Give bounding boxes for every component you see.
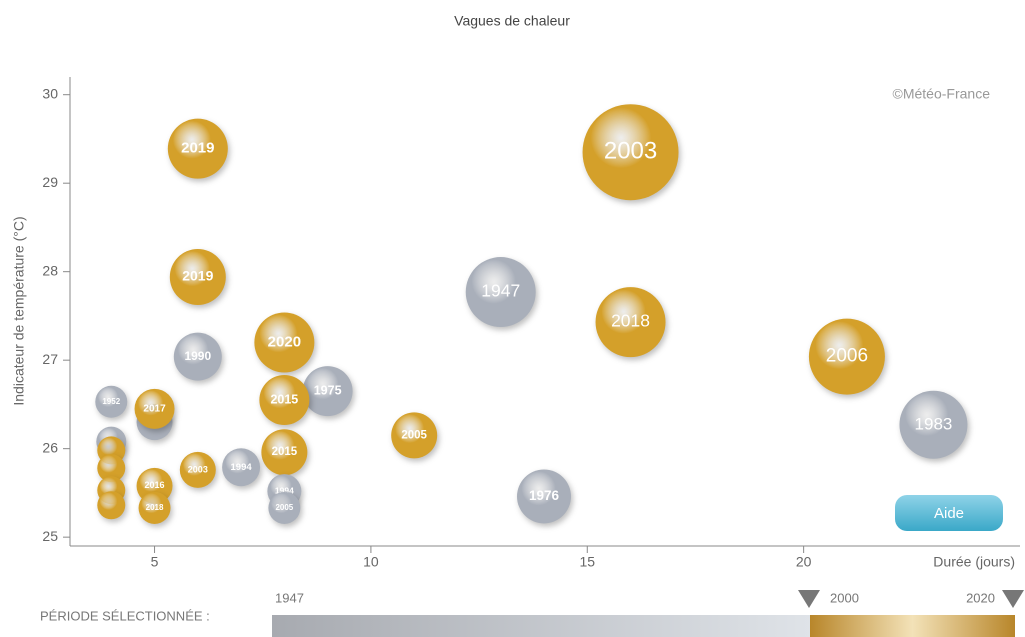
bubble-label: 2003	[604, 138, 657, 165]
y-tick-label: 30	[42, 85, 58, 101]
bubble	[134, 388, 175, 429]
period-split: 2000	[830, 590, 859, 605]
period-handle[interactable]	[1002, 590, 1024, 608]
period-handle[interactable]	[798, 590, 820, 608]
bubble-label: 2005	[275, 503, 293, 512]
bubble	[222, 448, 261, 487]
credit: ©Météo-France	[893, 86, 991, 102]
bubble	[179, 451, 216, 488]
bubble-label: 2020	[268, 333, 301, 350]
bubble-label: 1994	[275, 485, 294, 495]
bubble-label: 1947	[481, 281, 520, 301]
period-start: 1947	[275, 590, 304, 605]
y-tick-label: 25	[42, 528, 58, 544]
bubble	[95, 385, 128, 418]
help-button[interactable]	[895, 495, 1003, 531]
bubble	[169, 248, 226, 305]
bubble-label: 2019	[182, 268, 213, 284]
x-tick-label: 20	[796, 554, 812, 570]
bubble-label: 1975	[314, 383, 342, 397]
bubble	[261, 429, 308, 476]
bubble	[595, 287, 666, 358]
period-label: PÉRIODE SÉLECTIONNÉE :	[40, 608, 210, 623]
y-tick-label: 26	[42, 439, 58, 455]
period-end: 2020	[966, 590, 995, 605]
bubble	[167, 118, 228, 179]
bubble-label: 2017	[143, 403, 166, 414]
bubble	[138, 491, 171, 524]
x-tick-label: 15	[579, 554, 595, 570]
bubble	[302, 366, 353, 417]
bubble-label: 2015	[270, 392, 298, 406]
bubble-label: 2018	[146, 503, 164, 512]
bubble-label: 1983	[915, 414, 953, 433]
bubble-label: 1994	[231, 462, 253, 473]
period-bar-before	[272, 615, 810, 637]
y-tick-label: 27	[42, 351, 58, 367]
bubble-label: 1990	[184, 349, 211, 363]
bubble	[97, 491, 126, 520]
bubble	[582, 104, 679, 201]
bubble-label: 2016	[145, 480, 165, 490]
chart-title: Vagues de chaleur	[454, 13, 570, 29]
x-tick-label: 10	[363, 554, 379, 570]
bubble	[254, 312, 315, 373]
x-axis-label: Durée (jours)	[933, 554, 1015, 570]
bubble	[259, 374, 310, 425]
help-button-label[interactable]: Aide	[934, 505, 964, 522]
y-tick-label: 29	[42, 174, 58, 190]
bubble-label: 2003	[188, 464, 208, 474]
bubble-label: 2019	[181, 140, 214, 157]
bubble	[391, 412, 438, 459]
bubble-label: 2006	[826, 346, 868, 367]
bubble	[808, 318, 885, 395]
period-bar-after	[810, 615, 1015, 637]
bubble	[268, 491, 301, 524]
bubble	[465, 257, 536, 328]
bubble	[517, 469, 571, 524]
bubble-label: 2005	[401, 429, 427, 441]
bubble-label: 1976	[529, 488, 560, 503]
bubble	[899, 390, 968, 459]
bubble	[173, 332, 222, 381]
y-axis-label: Indicateur de température (°C)	[11, 216, 27, 405]
bubble	[97, 454, 126, 483]
bubble-label: 2015	[272, 446, 298, 458]
bubble-label: 1952	[102, 397, 120, 406]
bubble-label: 2018	[611, 311, 650, 331]
x-tick-label: 5	[151, 554, 159, 570]
y-tick-label: 28	[42, 262, 58, 278]
